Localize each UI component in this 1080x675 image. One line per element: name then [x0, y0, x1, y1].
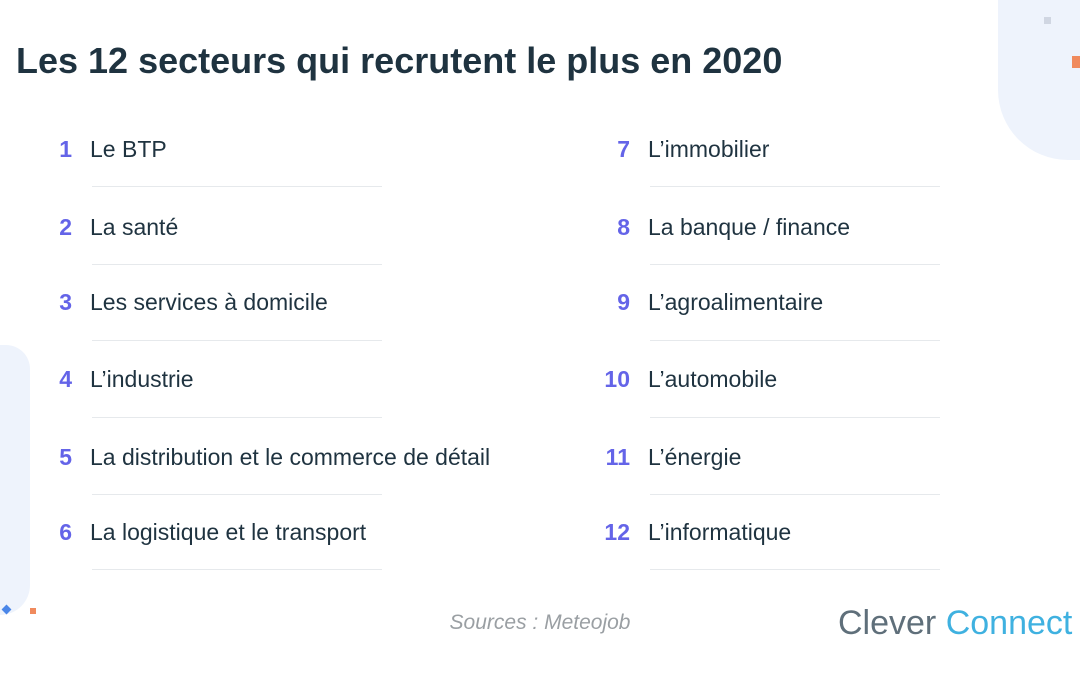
divider [92, 340, 382, 341]
divider [650, 417, 940, 418]
decorative-dot [30, 608, 36, 614]
list-item: 12 L’informatique [578, 512, 791, 552]
divider [650, 264, 940, 265]
rank-number: 2 [59, 213, 72, 240]
sector-label: L’industrie [90, 365, 194, 392]
sector-label: La santé [90, 213, 179, 240]
page-title: Les 12 secteurs qui recrutent le plus en… [16, 40, 783, 81]
rank-number: 5 [59, 443, 72, 470]
list-item: 6 La logistique et le transport [20, 512, 366, 552]
divider [92, 264, 382, 265]
clever-connect-logo: Clever Connect [838, 604, 1073, 642]
decorative-blob [998, 0, 1080, 160]
rank-number: 10 [604, 365, 630, 392]
rank-number: 1 [59, 135, 72, 162]
decorative-dot [1044, 17, 1051, 24]
sector-label: L’automobile [648, 365, 778, 392]
list-item: 11 L’énergie [578, 437, 742, 477]
sector-label: L’informatique [648, 518, 792, 545]
sector-label: L’énergie [648, 443, 742, 470]
rank-number: 6 [59, 518, 72, 545]
divider [92, 186, 382, 187]
list-item: 3 Les services à domicile [20, 282, 328, 322]
sector-label: Les services à domicile [90, 288, 328, 315]
sector-label: La banque / finance [648, 213, 851, 240]
list-item: 2 La santé [20, 207, 178, 247]
list-item: 10 L’automobile [578, 359, 777, 399]
divider [650, 569, 940, 570]
rank-number: 4 [59, 365, 72, 392]
list-item: 1 Le BTP [20, 129, 167, 169]
rank-number: 9 [617, 288, 630, 315]
sources-note: Sources : Meteojob [449, 611, 631, 634]
rank-number: 12 [604, 518, 630, 545]
divider [650, 494, 940, 495]
sector-label: L’agroalimentaire [648, 288, 824, 315]
sector-label: L’immobilier [648, 135, 770, 162]
sector-label: La distribution et le commerce de détail [90, 443, 491, 470]
list-item: 5 La distribution et le commerce de détai… [20, 437, 490, 477]
rank-number: 8 [617, 213, 630, 240]
rank-number: 3 [59, 288, 72, 315]
divider [650, 340, 940, 341]
list-item: 9 L’agroalimentaire [578, 282, 823, 322]
divider [92, 569, 382, 570]
divider [650, 186, 940, 187]
sector-label: Le BTP [90, 135, 167, 162]
rank-number: 7 [617, 135, 630, 162]
decorative-blob [0, 345, 30, 615]
list-item: 8 La banque / finance [578, 207, 850, 247]
rank-number: 11 [605, 443, 630, 470]
divider [92, 494, 382, 495]
list-item: 4 L’industrie [20, 359, 194, 399]
list-item: 7 L’immobilier [578, 129, 769, 169]
divider [92, 417, 382, 418]
sector-label: La logistique et le transport [90, 518, 367, 545]
decorative-dot [1072, 56, 1080, 68]
